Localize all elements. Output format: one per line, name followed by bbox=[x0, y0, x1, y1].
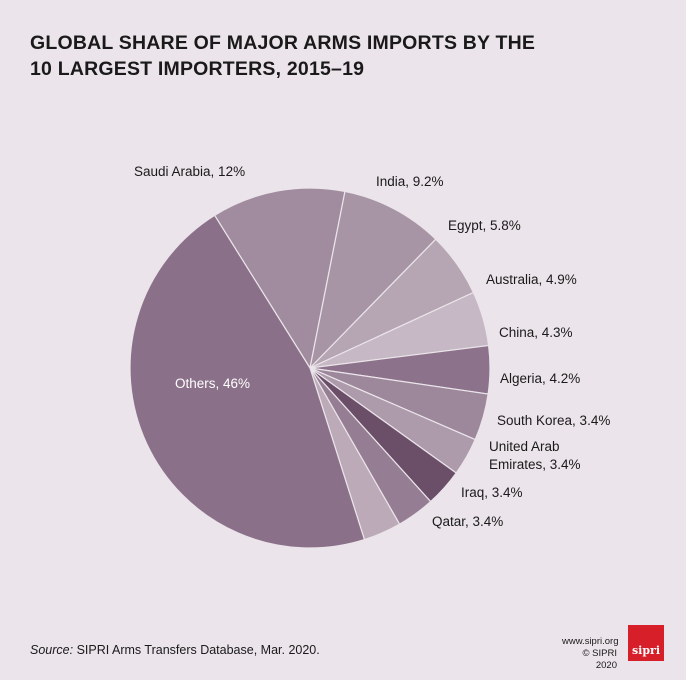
pie-slice bbox=[129, 214, 366, 549]
chart-title-line-1: GLOBAL SHARE OF MAJOR ARMS IMPORTS BY TH… bbox=[30, 32, 536, 54]
slice-label: Qatar, 3.4% bbox=[432, 514, 503, 529]
footer-copyright: © SIPRI 2020 bbox=[582, 648, 617, 671]
footer-credits: www.sipri.org © SIPRI 2020 bbox=[562, 636, 619, 672]
pie-slice bbox=[309, 190, 437, 370]
slice-label: Algeria, 4.2% bbox=[500, 371, 580, 386]
slice-label: Others, 46% bbox=[175, 376, 250, 391]
slice-label: India, 9.2% bbox=[376, 174, 444, 189]
chart-title: GLOBAL SHARE OF MAJOR ARMS IMPORTS BY TH… bbox=[30, 30, 535, 82]
slice-label: China, 4.3% bbox=[499, 325, 573, 340]
footer-url[interactable]: www.sipri.org bbox=[562, 636, 619, 647]
source-prefix: Source: bbox=[30, 643, 74, 657]
slice-label: Australia, 4.9% bbox=[486, 272, 577, 287]
slice-label: Saudi Arabia, 12% bbox=[134, 164, 245, 179]
slice-label: Egypt, 5.8% bbox=[448, 218, 521, 233]
slice-label: South Korea, 3.4% bbox=[497, 413, 610, 428]
source-text: SIPRI Arms Transfers Database, Mar. 2020… bbox=[73, 643, 320, 657]
source-note: Source: SIPRI Arms Transfers Database, M… bbox=[30, 643, 320, 657]
sipri-logo: sipri bbox=[628, 625, 664, 661]
pie-chart: Saudi Arabia, 12% India, 9.2% Egypt, 5.8% A… bbox=[129, 164, 610, 549]
slice-label: Iraq, 3.4% bbox=[461, 485, 523, 500]
chart-title-line-2: 10 LARGEST IMPORTERS, 2015–19 bbox=[30, 58, 365, 80]
pie-slice bbox=[213, 187, 346, 370]
slice-label: United Arab Emirates, 3.4% bbox=[489, 439, 581, 472]
logo-text: sipri bbox=[631, 644, 661, 657]
